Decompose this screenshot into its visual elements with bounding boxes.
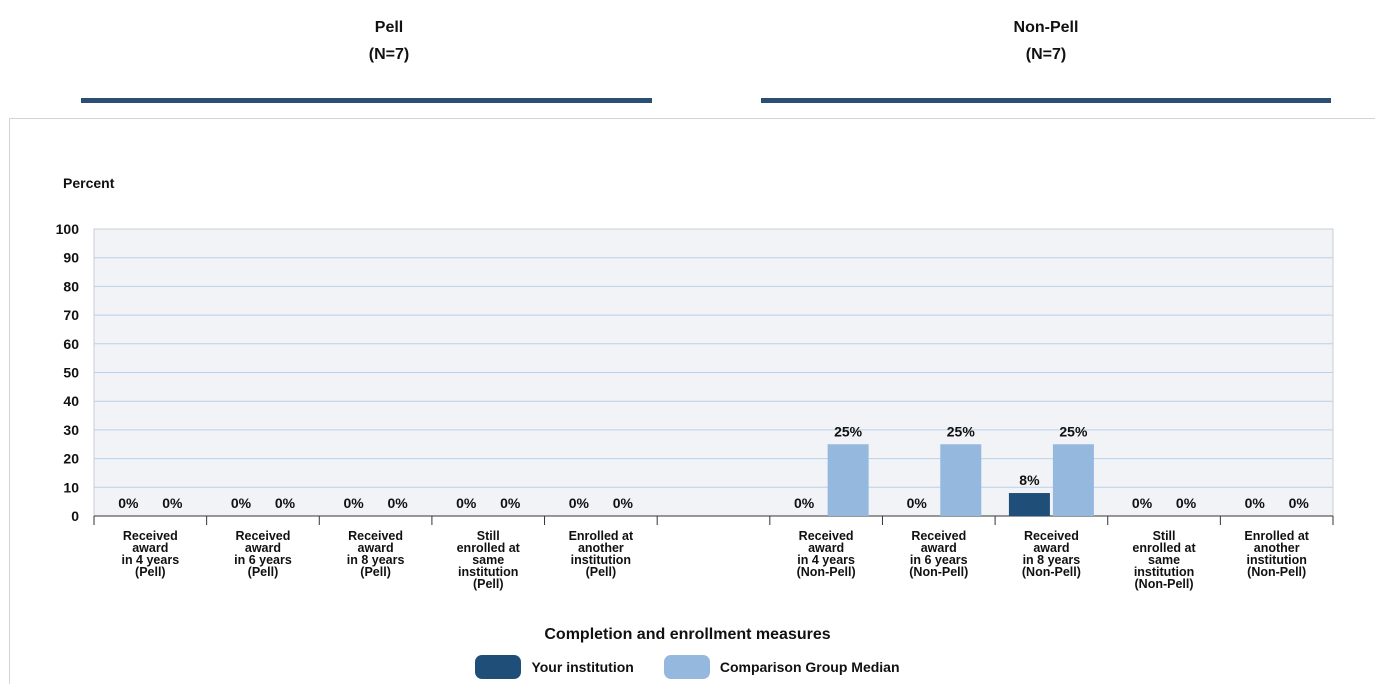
x-tick-label: (Pell)	[248, 565, 279, 579]
data-label: 0%	[1289, 495, 1310, 511]
non-pell-group-header: Non-Pell (N=7)	[946, 14, 1146, 68]
data-label: 0%	[907, 495, 928, 511]
data-label: 25%	[1059, 423, 1088, 439]
data-label: 0%	[456, 495, 477, 511]
x-tick-label: (Non-Pell)	[1022, 565, 1081, 579]
bar-comparison-median	[827, 444, 869, 516]
y-axis-title: Percent	[63, 175, 115, 191]
x-tick-label: in 8 years	[347, 553, 405, 567]
x-tick-label: Received	[911, 529, 966, 543]
x-tick-label: Enrolled at	[1244, 529, 1309, 543]
non-pell-group-rule	[761, 98, 1331, 103]
y-tick-label: 10	[63, 479, 79, 495]
data-label: 0%	[118, 495, 139, 511]
y-tick-label: 20	[63, 451, 79, 467]
pell-group-name: Pell	[374, 19, 404, 36]
chart-legend: Your institution Comparison Group Median	[0, 655, 1375, 679]
x-tick-label: in 6 years	[910, 553, 968, 567]
bar-comparison-median	[1052, 444, 1094, 516]
non-pell-group-name: Non-Pell	[1013, 19, 1079, 36]
x-tick-label: Received	[348, 529, 403, 543]
x-tick-label: award	[921, 541, 957, 555]
y-tick-label: 0	[71, 508, 79, 524]
data-label: 0%	[1176, 495, 1197, 511]
chart-frame	[9, 118, 1375, 684]
x-tick-label: award	[132, 541, 168, 555]
data-label: 0%	[1132, 495, 1153, 511]
data-label: 0%	[1245, 495, 1266, 511]
y-tick-label: 50	[63, 365, 79, 381]
x-tick-label: same	[472, 553, 504, 567]
pell-group-rule	[81, 98, 652, 103]
x-tick-label: in 8 years	[1023, 553, 1081, 567]
legend-item-comparison-group: Comparison Group Median	[663, 655, 900, 679]
x-tick-label: (Pell)	[135, 565, 166, 579]
data-label: 8%	[1019, 472, 1040, 488]
data-label: 0%	[343, 495, 364, 511]
x-tick-label: another	[1254, 541, 1300, 555]
data-label: 0%	[387, 495, 408, 511]
x-tick-label: (Pell)	[473, 577, 504, 591]
data-label: 0%	[275, 495, 296, 511]
legend-label-your-institution: Your institution	[531, 659, 634, 675]
legend-item-your-institution: Your institution	[475, 655, 634, 679]
x-tick-label: in 4 years	[121, 553, 179, 567]
x-tick-label: same	[1148, 553, 1180, 567]
x-tick-label: award	[245, 541, 281, 555]
x-tick-label: award	[1033, 541, 1069, 555]
y-tick-label: 70	[63, 307, 79, 323]
non-pell-group-count: (N=7)	[1025, 46, 1067, 63]
x-tick-label: award	[808, 541, 844, 555]
bar-your-institution	[1008, 493, 1050, 516]
x-tick-label: (Non-Pell)	[797, 565, 856, 579]
y-tick-label: 60	[63, 336, 79, 352]
x-tick-label: enrolled at	[1132, 541, 1196, 555]
data-label: 0%	[569, 495, 590, 511]
x-tick-label: enrolled at	[457, 541, 521, 555]
data-label: 0%	[613, 495, 634, 511]
x-tick-label: Enrolled at	[569, 529, 634, 543]
pell-group-count: (N=7)	[368, 46, 410, 63]
data-label: 25%	[947, 423, 976, 439]
x-tick-label: Received	[123, 529, 178, 543]
x-tick-label: (Non-Pell)	[1247, 565, 1306, 579]
x-tick-label: Still	[477, 529, 500, 543]
x-tick-label: institution	[1246, 553, 1306, 567]
data-label: 0%	[231, 495, 252, 511]
x-tick-label: (Pell)	[360, 565, 391, 579]
y-tick-label: 30	[63, 422, 79, 438]
x-tick-label: institution	[571, 553, 631, 567]
data-label: 25%	[834, 423, 863, 439]
x-tick-label: Received	[799, 529, 854, 543]
legend-label-comparison-group: Comparison Group Median	[719, 659, 900, 675]
x-tick-label: (Non-Pell)	[1135, 577, 1194, 591]
legend-swatch-comparison-group	[663, 655, 710, 679]
pell-group-header: Pell (N=7)	[289, 14, 489, 68]
x-axis-title: Completion and enrollment measures	[544, 626, 831, 643]
x-tick-label: Still	[1153, 529, 1176, 543]
data-label: 0%	[794, 495, 815, 511]
y-tick-label: 80	[63, 278, 79, 294]
x-tick-label: Received	[1024, 529, 1079, 543]
y-tick-label: 40	[63, 393, 79, 409]
x-tick-label: (Pell)	[586, 565, 617, 579]
x-tick-label: another	[578, 541, 624, 555]
x-tick-label: in 4 years	[797, 553, 855, 567]
x-tick-label: in 6 years	[234, 553, 292, 567]
x-tick-label: institution	[1134, 565, 1194, 579]
x-tick-label: institution	[458, 565, 518, 579]
data-label: 0%	[500, 495, 521, 511]
data-label: 0%	[162, 495, 183, 511]
x-tick-label: (Non-Pell)	[909, 565, 968, 579]
legend-swatch-your-institution	[475, 655, 522, 679]
x-tick-label: Received	[236, 529, 291, 543]
y-tick-label: 100	[56, 221, 80, 237]
y-tick-label: 90	[63, 250, 79, 266]
x-tick-label: award	[358, 541, 394, 555]
bar-comparison-median	[940, 444, 982, 516]
